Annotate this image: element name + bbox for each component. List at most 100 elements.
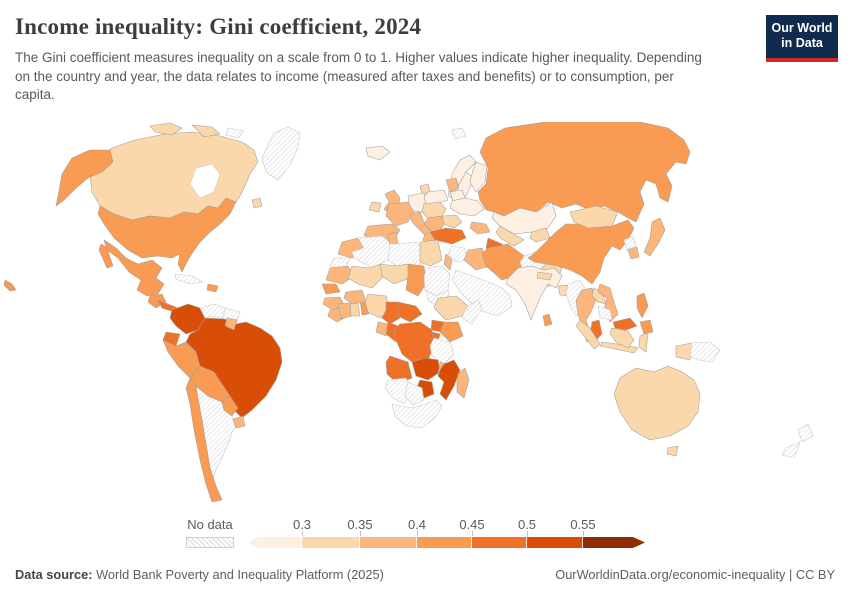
country-kazakhstan[interactable] (491, 201, 557, 235)
legend-bin-0.5-0.55[interactable] (527, 537, 583, 548)
country-south-africa[interactable] (391, 399, 443, 429)
country-mexico[interactable] (103, 239, 165, 297)
legend-tick-0.55: 0.55 (570, 517, 596, 532)
region-caucasus[interactable] (469, 221, 491, 235)
country-chad[interactable] (405, 263, 427, 297)
country-cuba[interactable] (174, 273, 204, 285)
country-somalia[interactable] (461, 299, 483, 325)
legend-bin-0.4-0.45[interactable] (417, 537, 472, 548)
country-mali[interactable] (347, 263, 385, 289)
arctic-island-3[interactable] (225, 127, 245, 139)
country-mongolia[interactable] (569, 205, 619, 229)
country-ethiopia[interactable] (433, 295, 469, 321)
country-uzbekistan[interactable] (495, 225, 525, 247)
country-ghana[interactable] (349, 301, 361, 317)
country-iceland[interactable] (365, 145, 391, 161)
country-cambodia[interactable] (597, 305, 613, 321)
country-niger[interactable] (379, 263, 411, 285)
country-colombia[interactable] (169, 303, 206, 335)
country-north-korea[interactable] (623, 235, 637, 251)
legend-tickmark (583, 531, 584, 536)
country-congo[interactable] (385, 321, 399, 343)
country-india[interactable] (505, 265, 563, 321)
country-chile[interactable] (185, 377, 223, 503)
country-namibia[interactable] (384, 377, 413, 405)
country-hispaniola[interactable] (206, 283, 219, 293)
country-baja[interactable] (98, 243, 114, 269)
country-philippines-south[interactable] (639, 319, 654, 335)
country-poland[interactable] (423, 189, 449, 205)
legend-bin-0.3-0.35[interactable] (302, 537, 360, 548)
country-suriname[interactable] (224, 317, 238, 331)
island-borneo[interactable] (609, 327, 635, 349)
legend-bin-0.45-0.5[interactable] (472, 537, 527, 548)
nz-south-island[interactable] (781, 441, 801, 459)
country-russia[interactable] (477, 122, 691, 223)
country-zambia[interactable] (411, 357, 441, 381)
region-levant[interactable] (443, 253, 453, 271)
country-newfoundland[interactable] (251, 197, 263, 209)
country-japan[interactable] (643, 217, 666, 257)
country-papua-new-guinea[interactable] (689, 341, 721, 363)
no-data-swatch[interactable] (186, 537, 234, 548)
country-botswana[interactable] (404, 381, 425, 406)
country-uruguay[interactable] (232, 415, 246, 429)
country-syria[interactable] (447, 245, 469, 263)
island-sulawesi[interactable] (638, 332, 649, 353)
island-tasmania[interactable] (666, 445, 679, 457)
data-source-label: Data source: (15, 567, 93, 582)
country-egypt[interactable] (419, 239, 443, 267)
country-sri-lanka[interactable] (542, 313, 553, 327)
country-kenya[interactable] (439, 321, 464, 343)
region-malaysia-borneo[interactable] (612, 317, 638, 331)
country-burkina-faso[interactable] (343, 289, 367, 305)
country-madagascar[interactable] (456, 367, 470, 399)
nz-north-island[interactable] (797, 423, 814, 443)
country-hawaii[interactable] (3, 279, 17, 292)
country-paraguay[interactable] (221, 395, 239, 417)
country-alaska[interactable] (55, 149, 114, 207)
country-drc[interactable] (393, 321, 435, 363)
country-libya[interactable] (387, 241, 423, 269)
legend-tickmark (360, 531, 361, 536)
arctic-island-2[interactable] (191, 124, 221, 138)
country-france[interactable] (385, 201, 415, 227)
country-greenland[interactable] (261, 126, 301, 181)
country-philippines[interactable] (636, 292, 649, 319)
owid-logo[interactable]: Our World in Data (766, 15, 838, 62)
region-kyrgyz-tajik[interactable] (529, 227, 551, 243)
legend-bin-lt-0.3[interactable] (248, 537, 302, 548)
hudson-bay (189, 163, 221, 199)
country-vietnam[interactable] (597, 283, 619, 323)
country-svalbard[interactable] (451, 127, 467, 140)
country-usa[interactable] (97, 197, 237, 273)
country-mozambique[interactable] (437, 359, 461, 401)
page-title: Income inequality: Gini coefficient, 202… (15, 14, 422, 39)
region-baltics[interactable] (445, 177, 460, 193)
country-ireland[interactable] (368, 201, 382, 213)
island-west-papua[interactable] (675, 342, 693, 361)
arctic-island-1[interactable] (149, 122, 183, 136)
region-central-europe[interactable] (421, 201, 447, 219)
country-nepal[interactable] (536, 271, 553, 281)
country-central-african-republic[interactable] (397, 301, 423, 323)
country-turkey[interactable] (429, 227, 467, 245)
country-gabon[interactable] (375, 321, 389, 337)
country-senegal[interactable] (321, 283, 341, 295)
owid-link[interactable]: OurWorldinData.org/economic-inequality |… (555, 567, 835, 582)
legend-color-bar[interactable] (248, 537, 645, 548)
legend-tick-0.35: 0.35 (347, 517, 373, 532)
region-arabian-peninsula[interactable] (451, 269, 513, 317)
country-mauritania[interactable] (325, 265, 355, 285)
country-romania[interactable] (441, 214, 463, 229)
legend-bin-0.35-0.4[interactable] (360, 537, 417, 548)
legend-bin-gt-0.55[interactable] (583, 537, 645, 548)
country-venezuela[interactable] (199, 303, 227, 319)
island-sumatra[interactable] (575, 319, 601, 350)
legend-tick-0.5: 0.5 (517, 517, 537, 532)
country-ukraine[interactable] (449, 197, 485, 217)
legend-tickmark (527, 531, 528, 536)
country-south-korea[interactable] (627, 246, 640, 260)
country-australia[interactable] (613, 365, 701, 441)
country-nigeria[interactable] (364, 293, 391, 319)
